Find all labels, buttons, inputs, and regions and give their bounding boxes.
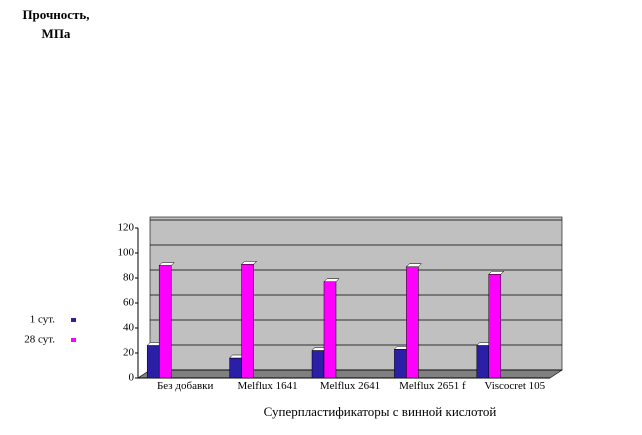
y-tick-label: 20 [123,347,135,359]
bar-top [323,278,340,282]
bar [406,266,419,379]
legend-label: 28 сут. [24,334,55,346]
bar [241,264,254,379]
y-tick-label: 100 [118,247,135,259]
legend-swatch [71,338,76,342]
legend-label: 1 сут. [30,314,55,326]
x-tick-label: Viscocret 105 [484,380,546,392]
bar [323,281,337,379]
x-tick-label: Melflux 2651 f [399,380,466,392]
bar [158,265,172,379]
chart-title: Прочность, МПа [22,7,90,41]
bar [394,349,407,379]
x-axis-label: Суперпластификаторы с винной кислотой [263,404,497,419]
y-tick-label: 60 [123,297,135,309]
bar [488,274,502,379]
bar-top [488,271,505,275]
y-tick-label: 80 [123,272,135,284]
y-tick-label: 0 [129,372,135,384]
x-tick-label: Melflux 1641 [237,380,298,392]
y-tick-label: 40 [123,322,135,334]
y-tick-label: 120 [118,222,135,234]
bar [229,357,242,379]
x-tick-label: Без добавки [156,380,214,392]
bar [476,345,490,379]
bar-top [405,263,423,267]
bar [146,345,160,379]
bar-top [158,262,175,266]
legend-swatch [71,318,76,322]
bar [311,350,325,379]
bar-top [240,261,258,265]
x-tick-label: Melflux 2641 [319,380,381,392]
